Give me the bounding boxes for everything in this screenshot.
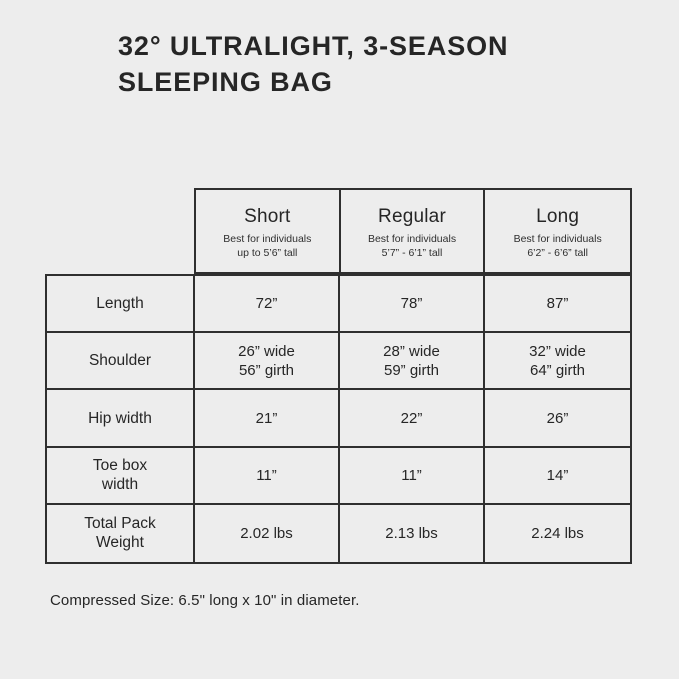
cell-shoulder-short: 26” wide 56” girth [195,333,340,389]
cell-weight-long: 2.24 lbs [531,524,584,542]
cell-toebox-long: 14” [546,466,569,484]
cell-toebox-regular: 11” [340,447,486,503]
page-title: 32° Ultralight, 3-Season Sleeping Bag [118,31,509,97]
row-label-hip-width: Hip width [47,390,195,446]
cell-hip-regular: 22” [340,390,486,446]
column-title-short: Short [244,205,291,227]
row-label-toe-box-width: Toe box width [47,447,195,503]
cell-length-long: 87” [546,295,569,313]
column-subtitle-long: Best for individuals 6’2” - 6’6” tall [513,232,602,259]
table-row: Total Pack Weight 2.02 lbs 2.13 lbs 2.24… [47,504,630,562]
sizing-chart-table: Short Best for individuals up to 5’6” ta… [45,188,632,564]
cell-length-regular: 78” [340,276,486,332]
row-label-length: Length [47,276,195,332]
table-row: Length 72” 78” 87” [47,276,630,334]
column-subtitle-regular: Best for individuals 5’7” - 6’1” tall [367,232,457,259]
table-body: Length 72” 78” 87” Shoulder 26” wide 56”… [45,274,632,564]
cell-weight-regular: 2.13 lbs [340,504,486,562]
cell-shoulder-long: 32” wide 64” girth [529,342,586,379]
column-title-long: Long [536,205,580,227]
row-label-shoulder: Shoulder [47,333,195,389]
table-row: Shoulder 26” wide 56” girth 28” wide 59”… [47,333,630,391]
column-subtitle-short: Best for individuals up to 5’6” tall [223,232,312,259]
cell-toebox-short: 11” [195,447,340,503]
row-label-total-pack-weight: Total Pack Weight [47,504,195,562]
cell-hip-short: 21” [195,390,340,446]
cell-length-short: 72” [195,276,340,332]
table-column-header-long: Long Best for individuals 6’2” - 6’6” ta… [485,190,630,272]
table-row: Hip width 21” 22” 26” [47,390,630,448]
compressed-size-note: Compressed Size: 6.5" long x 10" in diam… [50,592,360,609]
table-header-row: Short Best for individuals up to 5’6” ta… [194,188,632,274]
cell-hip-long: 26” [546,409,569,427]
column-title-regular: Regular [378,205,446,227]
table-column-header-regular: Regular Best for individuals 5’7” - 6’1”… [341,190,486,272]
table-column-header-short: Short Best for individuals up to 5’6” ta… [196,190,341,272]
cell-weight-short: 2.02 lbs [195,504,340,562]
table-row: Toe box width 11” 11” 14” [47,447,630,505]
cell-shoulder-regular: 28” wide 59” girth [340,333,486,389]
